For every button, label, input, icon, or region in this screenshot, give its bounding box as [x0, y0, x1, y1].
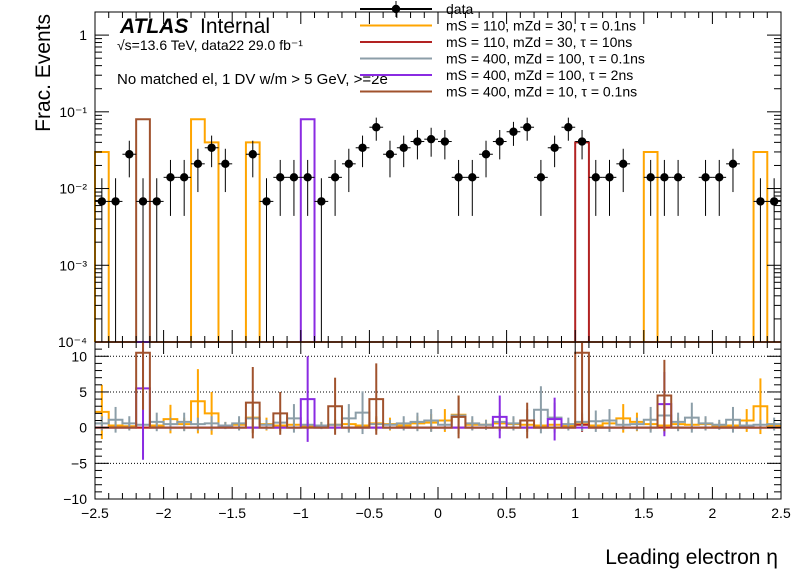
- upper-y-axis-title: Frac. Events: [32, 14, 55, 132]
- x-tick-label: −2: [156, 505, 172, 521]
- data-point-marker: [468, 173, 477, 182]
- x-tick-label: −1: [293, 505, 309, 521]
- x-tick-label: −1.5: [218, 505, 246, 521]
- data-point-marker: [440, 137, 450, 146]
- upper-x-ticks: [94, 12, 782, 342]
- data-point-marker: [276, 173, 285, 182]
- lower-y-tick-label: 0: [79, 420, 87, 436]
- legend-entry-2: mS = 110, mZd = 30, τ = 10ns: [360, 34, 632, 50]
- lower-ratio-histograms: [95, 342, 781, 460]
- x-tick-label: 1.5: [634, 505, 654, 521]
- x-tick-label: 2: [709, 505, 717, 521]
- data-point-marker: [330, 173, 340, 182]
- legend-label: data: [446, 1, 473, 17]
- data-point-marker: [619, 159, 628, 169]
- data-point-marker: [413, 137, 422, 146]
- data-point-marker: [289, 173, 299, 182]
- x-tick-label: 1: [571, 505, 579, 521]
- data-point-marker: [701, 173, 710, 182]
- legend-label: mS = 400, mZd = 100, τ = 2ns: [446, 67, 633, 83]
- x-tick-label: 2.5: [771, 505, 791, 521]
- x-tick-label: 0: [434, 505, 442, 521]
- x-tick-label: −2.5: [81, 505, 109, 521]
- lower-y-axis: −10 −5 0 5 10: [63, 341, 781, 507]
- legend-entry-5: mS = 400, mZd = 10, τ = 0.1ns: [360, 84, 637, 100]
- data-point-marker: [166, 173, 175, 182]
- data-point-marker: [564, 123, 573, 132]
- data-point-marker: [646, 173, 655, 182]
- data-point-marker: [715, 173, 724, 182]
- atlas-label: ATLAS: [119, 15, 188, 38]
- legend-entry-0: data: [360, 1, 473, 17]
- legend-entry-3: mS = 400, mZd = 100, τ = 0.1ns: [360, 51, 645, 67]
- data-point-marker: [509, 127, 518, 136]
- data-point-marker: [756, 197, 765, 206]
- legend-label: mS = 110, mZd = 30, τ = 0.1ns: [446, 18, 636, 34]
- data-point-marker: [125, 150, 134, 159]
- selection-label: No matched el, 1 DV w/m > 5 GeV, >=2e: [117, 71, 388, 88]
- data-point-marker: [303, 173, 312, 182]
- legend-entry-4: mS = 400, mZd = 100, τ = 2ns: [360, 67, 633, 83]
- upper-y-tick-label: 1: [79, 27, 87, 43]
- data-point-marker: [769, 197, 779, 206]
- data-point-marker: [426, 134, 436, 144]
- legend-entry-1: mS = 110, mZd = 30, τ = 0.1ns: [360, 18, 636, 34]
- data-point-marker: [495, 137, 504, 146]
- data-point-marker: [179, 173, 189, 182]
- data-point-marker: [673, 173, 683, 182]
- lower-y-tick-label: 10: [71, 348, 87, 364]
- lower-y-tick-label: −10: [63, 491, 87, 507]
- upper-y-tick-label: 10⁻²: [59, 181, 87, 197]
- upper-y-tick-label: 10⁻¹: [59, 104, 87, 120]
- data-point-marker: [344, 159, 354, 169]
- x-tick-label: 0.5: [497, 505, 517, 521]
- data-point-marker: [317, 197, 326, 206]
- data-point-marker: [536, 173, 546, 182]
- data-point-marker: [522, 123, 532, 132]
- x-axis: −2.5 −2 −1.5 −1 −0.5 0 0.5 1 1.5 2 2.5: [81, 342, 791, 521]
- legend-label: mS = 400, mZd = 100, τ = 0.1ns: [446, 51, 645, 67]
- legend-label: mS = 400, mZd = 10, τ = 0.1ns: [446, 84, 637, 100]
- x-tick-label: −0.5: [356, 505, 384, 521]
- data-point-marker: [221, 159, 230, 169]
- data-point-marker: [605, 173, 614, 182]
- data-point-marker: [262, 197, 271, 206]
- energy-lumi-label: √s=13.6 TeV, data22 29.0 fb⁻¹: [117, 37, 303, 53]
- upper-y-tick-label: 10⁻⁴: [58, 334, 87, 350]
- data-point-marker: [399, 143, 408, 152]
- data-point-marker: [481, 150, 491, 159]
- upper-data-points: [95, 117, 781, 342]
- data-point-marker: [728, 159, 738, 169]
- data-point-marker: [207, 143, 216, 152]
- lower-series-line-4: [95, 351, 781, 429]
- lower-series-4: [95, 342, 781, 439]
- data-point-marker: [193, 159, 203, 169]
- legend-label: mS = 110, mZd = 30, τ = 10ns: [446, 34, 632, 50]
- data-point-marker: [248, 150, 257, 159]
- data-point-marker: [660, 173, 669, 182]
- data-point-marker: [358, 143, 367, 152]
- data-point-marker: [372, 123, 381, 132]
- data-point-marker: [97, 197, 107, 206]
- data-point-marker: [111, 197, 120, 206]
- data-point-marker: [138, 197, 148, 206]
- internal-label: Internal: [200, 15, 270, 38]
- data-point-marker: [385, 150, 395, 159]
- upper-y-tick-label: 10⁻³: [59, 257, 87, 273]
- data-point-marker: [550, 143, 559, 152]
- upper-y-axis: 10⁻⁴ 10⁻³ 10⁻² 10⁻¹ 1: [58, 11, 781, 350]
- data-point-marker: [577, 137, 587, 146]
- x-axis-title: Leading electron η: [605, 546, 778, 569]
- data-point-marker: [152, 197, 161, 206]
- data-point-marker: [591, 173, 600, 182]
- data-point-marker: [454, 173, 463, 182]
- lower-y-tick-label: −5: [71, 455, 87, 471]
- lower-y-tick-label: 5: [79, 384, 87, 400]
